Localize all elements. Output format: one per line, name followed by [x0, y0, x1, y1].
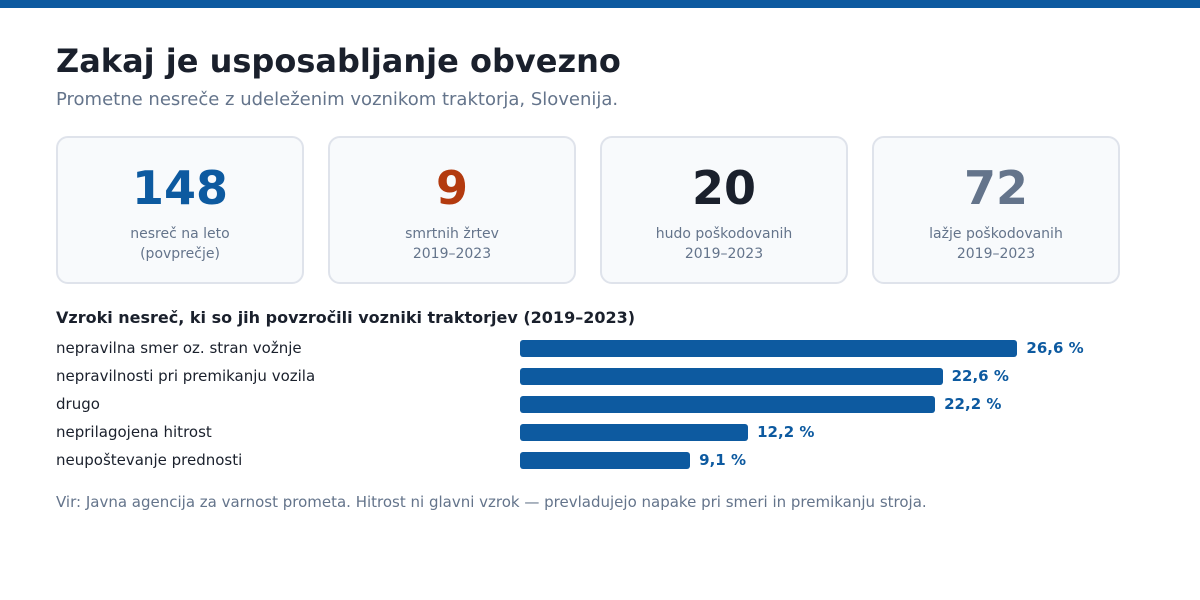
bar-value-label: 12,2 % [757, 423, 815, 441]
bar-row: nepravilnosti pri premikanju vozila 22,6 … [0, 362, 1200, 390]
bar [520, 396, 936, 413]
stat-card-accidents: 148 nesreč na leto (povprečje) [56, 136, 304, 284]
page-subtitle: Prometne nesreče z udeleženim voznikom t… [56, 89, 619, 110]
stat-label-line2: 2019–2023 [684, 246, 764, 262]
bar-category-label: nepravilna smer oz. stran vožnje [56, 339, 302, 357]
stat-label-line2: 2019–2023 [412, 246, 492, 262]
bar-value-label: 9,1 % [699, 451, 746, 469]
stat-card-deaths: 9 smrtnih žrtev 2019–2023 [328, 136, 576, 284]
stat-card-minor-injuries: 72 lažje poškodovanih 2019–2023 [872, 136, 1120, 284]
bar-value-label: 22,2 % [944, 395, 1002, 413]
bar-row: neupoštevanje prednosti 9,1 % [0, 446, 1200, 474]
stat-value: 20 [691, 161, 756, 215]
bar-row: nepravilna smer oz. stran vožnje 26,6 % [0, 334, 1200, 362]
bar-row: drugo 22,2 % [0, 390, 1200, 418]
bar-category-label: nepravilnosti pri premikanju vozila [56, 367, 316, 385]
bar-value-label: 26,6 % [1026, 339, 1084, 357]
stat-label-line1: nesreč na leto [130, 226, 230, 242]
stat-card-severe-injuries: 20 hudo poškodovanih 2019–2023 [600, 136, 848, 284]
bar [520, 424, 749, 441]
stat-label: hudo poškodovanih 2019–2023 [602, 224, 846, 264]
bar [520, 452, 691, 469]
stat-label: smrtnih žrtev 2019–2023 [330, 224, 574, 264]
bar-category-label: drugo [56, 395, 100, 413]
source-footnote: Vir: Javna agencija za varnost prometa. … [56, 493, 927, 511]
stat-label-line1: hudo poškodovanih [655, 226, 793, 242]
stat-value: 148 [131, 161, 229, 215]
stat-label-line2: 2019–2023 [956, 246, 1036, 262]
stat-label-line1: smrtnih žrtev [405, 226, 499, 242]
stat-value: 72 [963, 161, 1028, 215]
stat-label-line1: lažje poškodovanih [929, 226, 1063, 242]
page-title: Zakaj je usposabljanje obvezno [56, 42, 621, 80]
bar-value-label: 22,6 % [951, 367, 1009, 385]
bar-row: neprilagojena hitrost 12,2 % [0, 418, 1200, 446]
bar-category-label: neupoštevanje prednosti [56, 451, 243, 469]
stat-label: nesreč na leto (povprečje) [58, 224, 302, 264]
top-accent-bar [0, 0, 1200, 8]
chart-title: Vzroki nesreč, ki so jih povzročili vozn… [56, 308, 636, 327]
bar [520, 368, 943, 385]
bar-category-label: neprilagojena hitrost [56, 423, 212, 441]
stat-label: lažje poškodovanih 2019–2023 [874, 224, 1118, 264]
stat-label-line2: (povprečje) [140, 246, 220, 262]
bar [520, 340, 1018, 357]
stat-value: 9 [435, 161, 468, 215]
